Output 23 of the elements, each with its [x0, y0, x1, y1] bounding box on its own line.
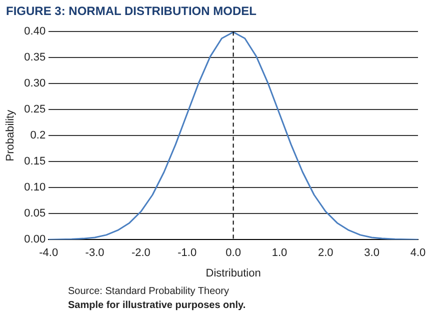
y-tick-label: 0.30 — [24, 78, 46, 90]
x-tick-label: -2.0 — [131, 247, 150, 260]
x-tick-label: -4.0 — [39, 247, 58, 260]
y-tick-label: 0.15 — [24, 156, 46, 168]
x-axis-title: Distribution — [206, 267, 261, 280]
y-tick-label: 0.25 — [24, 104, 46, 116]
y-tick-label: 0.05 — [24, 208, 46, 220]
chart-title: FIGURE 3: NORMAL DISTRIBUTION MODEL — [6, 4, 256, 18]
x-tick-label: 0.0 — [226, 247, 241, 260]
y-tick-label: 0.35 — [24, 52, 46, 64]
x-tick-label: 4.0 — [410, 247, 426, 260]
y-axis-title: Probability — [4, 109, 17, 162]
x-tick-label: 1.0 — [272, 247, 288, 260]
y-tick-label: 0.00 — [24, 234, 46, 246]
x-tick-label: -3.0 — [85, 247, 104, 260]
x-tick-label: -1.0 — [178, 247, 197, 260]
y-tick-label: 0.2 — [30, 130, 46, 142]
y-tick-label: 0.10 — [24, 182, 46, 194]
source-note: Source: Standard Probability Theory — [68, 286, 230, 297]
text: Sample for illustrative purposes only. — [68, 300, 246, 311]
y-tick-label: 0.40 — [24, 26, 46, 38]
x-tick-label: 2.0 — [318, 247, 334, 260]
x-tick-label: 3.0 — [364, 247, 380, 260]
